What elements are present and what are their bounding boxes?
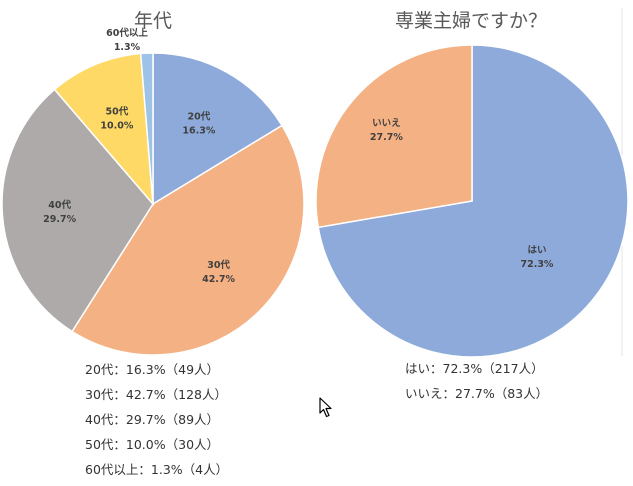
age-slice-0 (152, 52, 284, 206)
mouse-pointer-icon (319, 397, 332, 418)
housewife-summary-line: いいえ：27.7%（83人） (405, 386, 549, 401)
age-slice-percent: 42.7% (202, 274, 235, 285)
age-summary: 20代：16.3%（49人） 30代：42.7%（128人） 40代：29.7%… (85, 357, 228, 482)
age-slice-4 (139, 52, 154, 205)
age-summary-line: 30代：42.7%（128人） (85, 387, 227, 402)
age-slice-label: 60代以上 (106, 27, 148, 39)
housewife-slice-percent: 72.3% (520, 259, 553, 270)
age-slice-label: 30代 (207, 259, 230, 271)
housewife-slice-label: はい (527, 245, 546, 256)
age-slice-1 (71, 124, 305, 356)
housewife-slice-0 (317, 44, 629, 358)
age-slice-percent: 16.3% (182, 125, 215, 136)
housewife-slice-label: いいえ (372, 118, 401, 129)
age-slice-percent: 10.0% (100, 121, 133, 132)
housewife-summary-line: はい：72.3%（217人） (405, 361, 544, 376)
age-summary-line: 40代：29.7%（89人） (85, 412, 220, 427)
housewife-slice-1 (315, 44, 473, 229)
age-slice-label: 20代 (188, 110, 211, 122)
housewife-summary: はい：72.3%（217人） いいえ：27.7%（83人） (405, 356, 548, 406)
age-slice-percent: 1.3% (114, 42, 141, 53)
housewife-pie-chart: はい 72.3% いいえ 27.7% (315, 44, 629, 358)
age-summary-line: 60代以上：1.3%（4人） (85, 462, 229, 477)
housewife-chart-title: 専業主婦ですか？ (395, 10, 547, 32)
age-slice-percent: 29.7% (43, 214, 76, 225)
age-pie-chart: 20代 16.3% 30代 42.7% 40代 29.7% 50代 10.0% 60代以上 1.3… (1, 27, 305, 356)
age-slice-label: 40代 (48, 199, 71, 211)
age-summary-line: 20代：16.3%（49人） (85, 362, 220, 377)
age-chart-title: 年代 (134, 10, 172, 32)
age-slice-2 (1, 88, 154, 333)
age-slice-label: 50代 (106, 106, 129, 118)
housewife-slice-percent: 27.7% (370, 132, 403, 143)
age-summary-line: 50代：10.0%（30人） (85, 437, 220, 452)
age-slice-3 (53, 52, 154, 207)
